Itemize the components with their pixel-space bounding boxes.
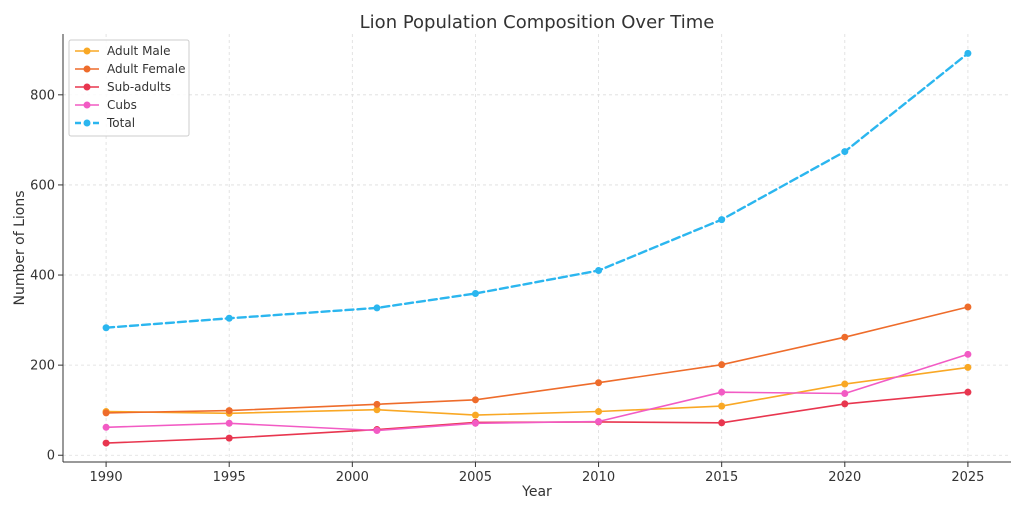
data-point-cubs [373, 426, 381, 434]
legend-label-cubs: Cubs [107, 98, 137, 112]
y-tick-label: 400 [30, 269, 55, 284]
y-tick-label: 600 [30, 178, 55, 193]
data-point-total [964, 49, 972, 57]
legend-box [68, 39, 190, 137]
legend: Adult Male Adult Female Sub-adults Cubs Tota… [68, 39, 190, 137]
data-point-total [595, 267, 603, 275]
legend-marker-sub-adults [83, 83, 91, 91]
data-point-adult-male [841, 380, 849, 388]
data-point-adult-male [595, 408, 603, 416]
data-point-adult-female [225, 407, 233, 415]
x-tick-label: 2000 [336, 470, 369, 485]
x-tick-label: 2010 [582, 470, 615, 485]
data-point-total [102, 324, 110, 332]
data-point-adult-female [471, 396, 479, 404]
chart-title: Lion Population Composition Over Time [360, 12, 715, 33]
legend-marker-adult-male [83, 47, 91, 55]
grid [63, 34, 1011, 462]
data-point-total [471, 290, 479, 298]
data-point-cubs [225, 419, 233, 427]
legend-label-adult-male: Adult Male [107, 44, 171, 58]
data-point-cubs [964, 350, 972, 358]
x-axis-label: Year [521, 484, 552, 500]
data-point-adult-male [718, 402, 726, 410]
data-point-cubs [102, 423, 110, 431]
series-line-adult-male [105, 366, 969, 416]
legend-label-adult-female: Adult Female [107, 62, 185, 76]
legend-label-total: Total [106, 116, 135, 130]
data-point-adult-female [841, 333, 849, 341]
data-point-total [841, 148, 849, 156]
data-point-sub-adults [718, 419, 726, 427]
data-point-cubs [718, 388, 726, 396]
data-point-total [373, 304, 381, 312]
data-point-adult-female [102, 409, 110, 417]
data-point-adult-female [964, 303, 972, 311]
data-point-cubs [595, 417, 603, 425]
legend-marker-total [83, 119, 91, 127]
legend-marker-cubs [83, 101, 91, 109]
y-tick-label: 200 [30, 359, 55, 374]
data-point-sub-adults [964, 388, 972, 396]
y-tick-label: 0 [47, 449, 55, 464]
data-point-adult-male [471, 411, 479, 419]
data-point-sub-adults [102, 439, 110, 447]
legend-marker-adult-female [83, 65, 91, 73]
data-point-adult-female [373, 400, 381, 408]
data-point-adult-male [373, 406, 381, 414]
x-tick-label: 1995 [213, 470, 246, 485]
data-point-sub-adults [225, 434, 233, 442]
data-point-adult-female [595, 379, 603, 387]
x-tick-label: 2015 [705, 470, 738, 485]
data-point-total [718, 216, 726, 224]
y-axis-label: Number of Lions [12, 190, 28, 305]
data-point-adult-female [718, 361, 726, 369]
series-line-total [104, 52, 970, 329]
series-group [102, 49, 972, 447]
x-tick-label: 2020 [828, 470, 861, 485]
data-point-cubs [471, 419, 479, 427]
series-line-sub-adults [105, 391, 969, 444]
x-tick-label: 2025 [951, 470, 984, 485]
y-tick-label: 800 [30, 88, 55, 103]
data-point-sub-adults [841, 400, 849, 408]
series-line-cubs [105, 353, 969, 432]
axes: 1990 1995 2000 2005 2010 2015 2020 2025 0 200 400 6… [30, 34, 1011, 485]
x-tick-label: 2005 [459, 470, 492, 485]
legend-label-sub-adults: Sub-adults [107, 80, 171, 94]
data-point-total [225, 314, 233, 322]
series-line-adult-female [105, 306, 969, 414]
data-point-adult-male [964, 363, 972, 371]
data-point-cubs [841, 390, 849, 398]
x-tick-label: 1990 [90, 470, 123, 485]
